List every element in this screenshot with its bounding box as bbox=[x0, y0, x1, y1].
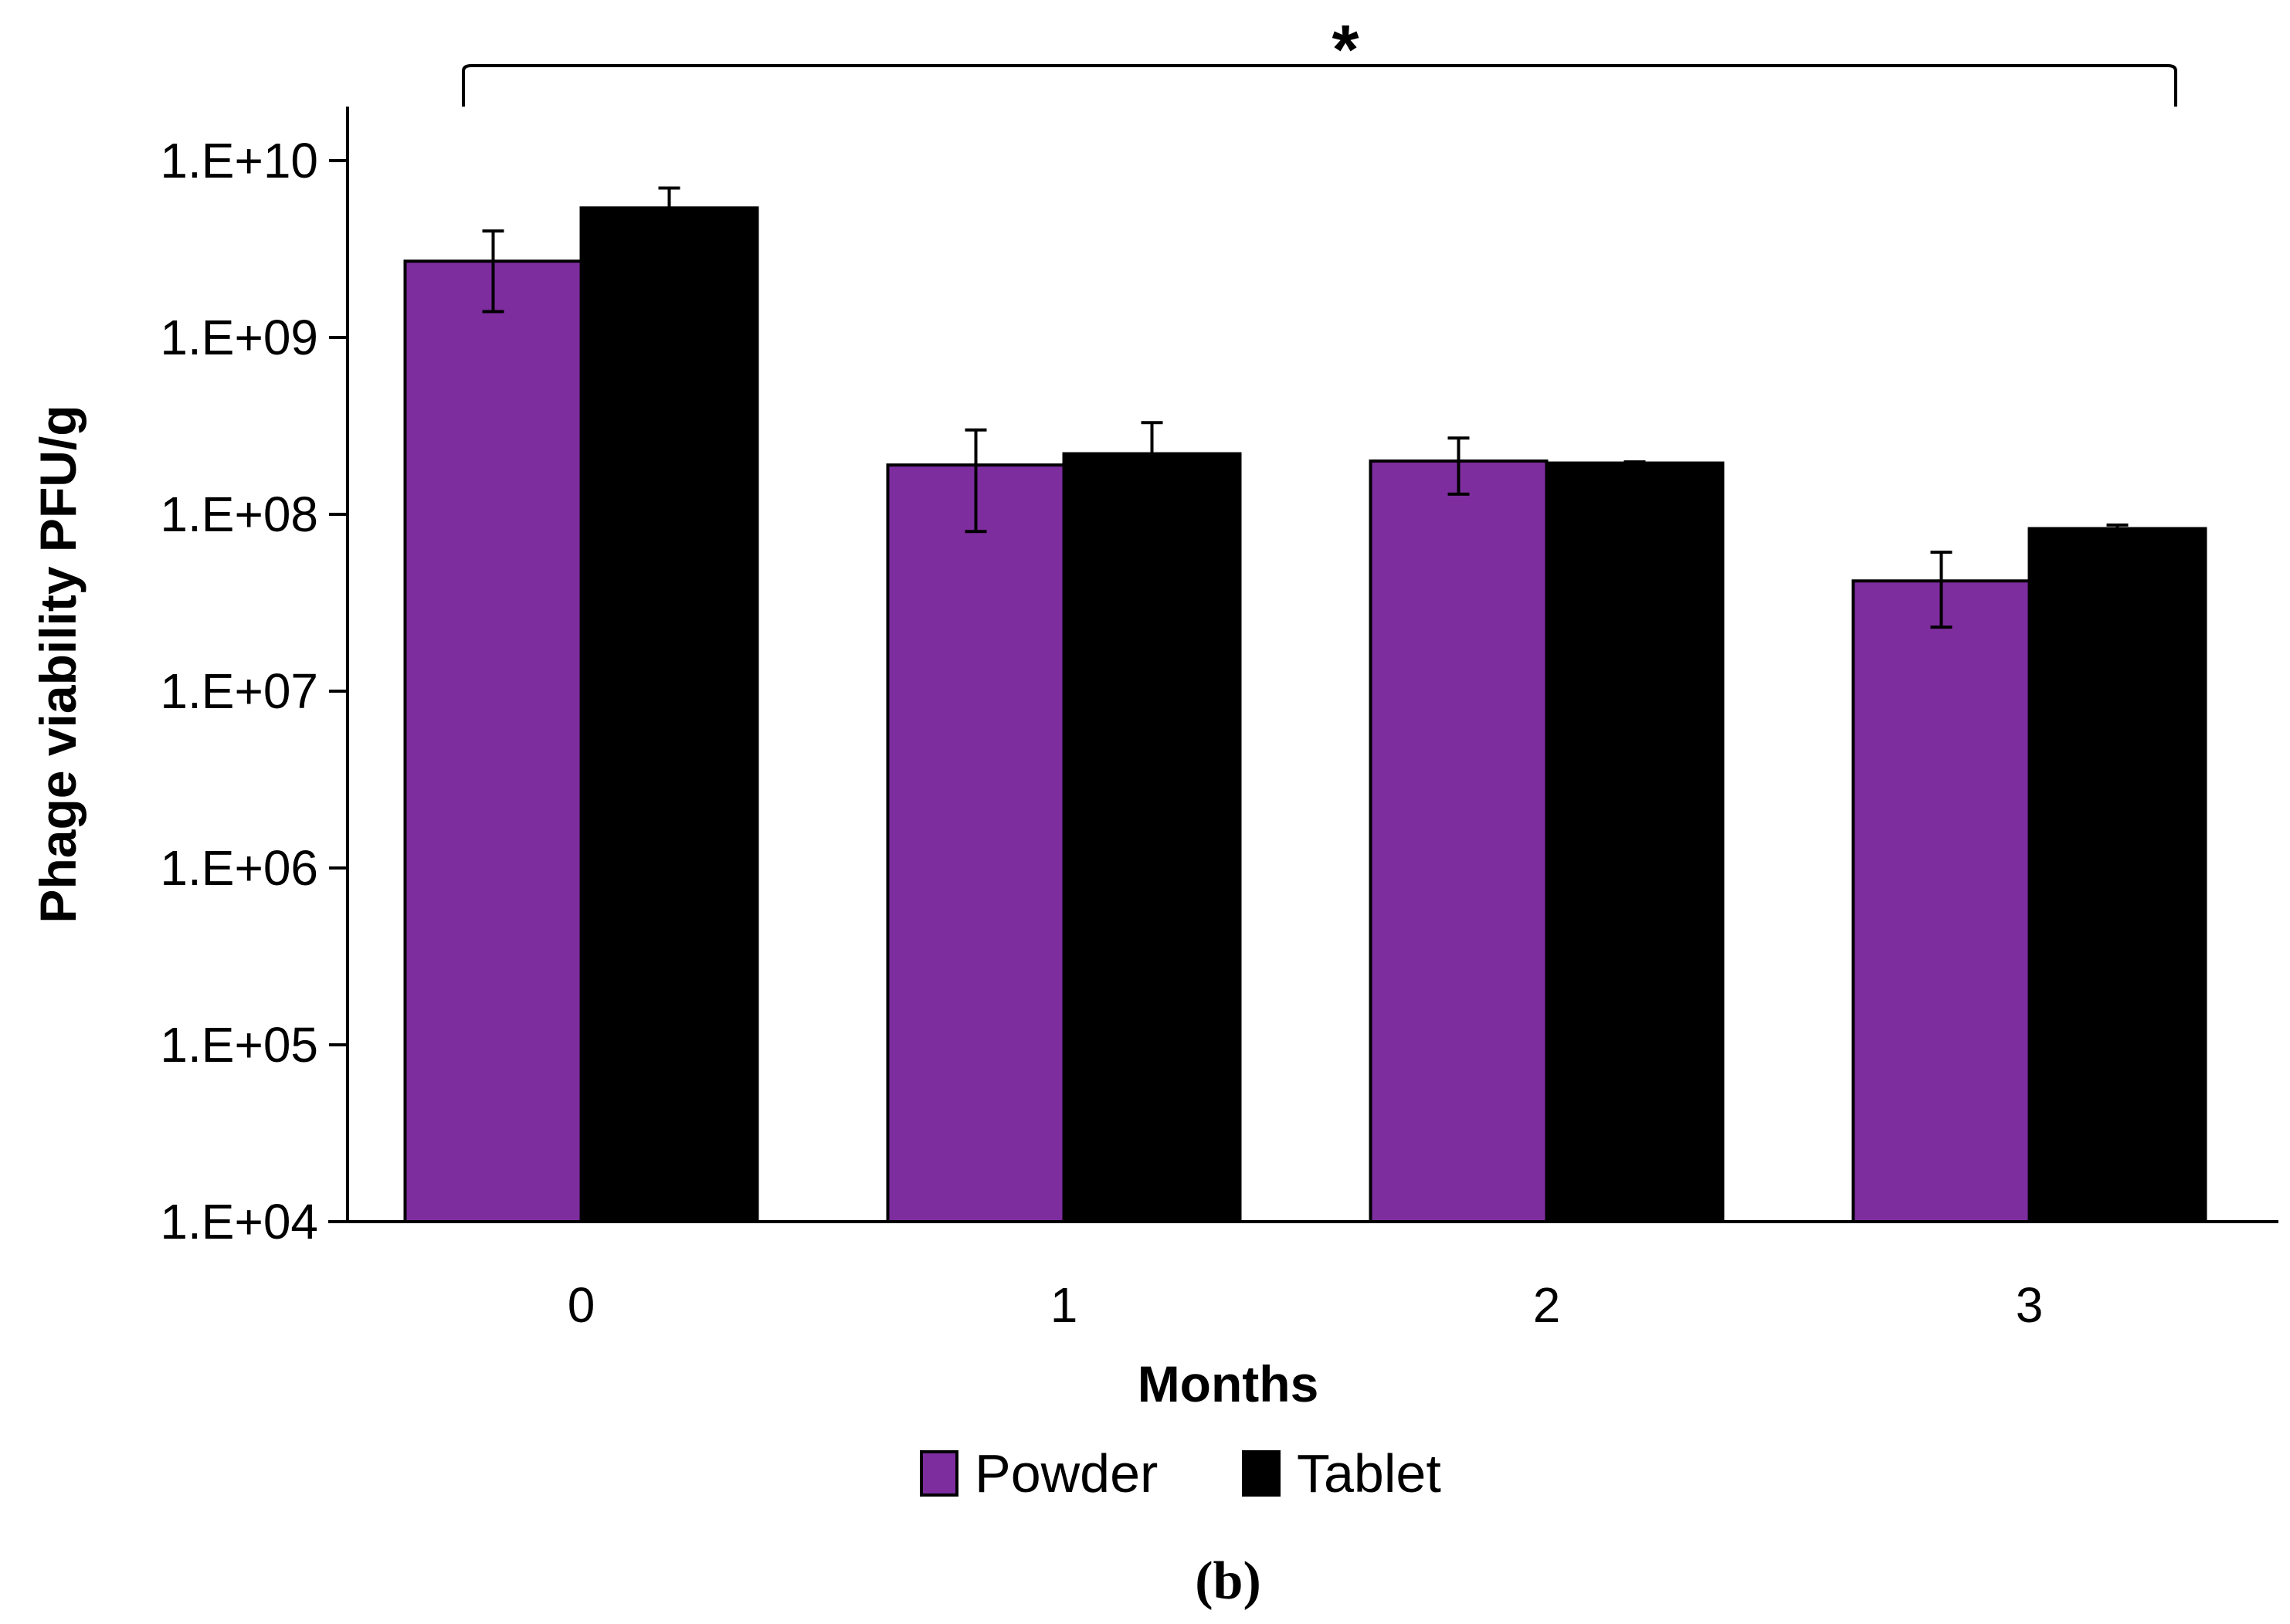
y-axis-title: Phage viability PFU/g bbox=[29, 405, 87, 923]
bar-tablet-month-0 bbox=[579, 206, 759, 1223]
error-bar-tablet-month-2 bbox=[1623, 460, 1646, 466]
bar-powder-month-2 bbox=[1369, 459, 1549, 1223]
legend-label-tablet: Tablet bbox=[1297, 1443, 1441, 1504]
error-bar-tablet-month-1 bbox=[1141, 421, 1163, 509]
x-tick-label: 3 bbox=[2016, 1277, 2044, 1333]
bar-powder-month-0 bbox=[403, 259, 583, 1224]
bar-tablet-month-3 bbox=[2027, 527, 2207, 1223]
error-bars-layer bbox=[482, 186, 2129, 629]
significance-star: * bbox=[1332, 12, 1359, 89]
y-ticks-layer: 1.E+04 1.E+05 1.E+06 1.E+07 1.E+08 1.E+09 1.E+… bbox=[160, 133, 348, 1249]
error-bar-tablet-month-0 bbox=[658, 186, 680, 237]
legend: Powder Tablet bbox=[920, 1443, 1441, 1504]
legend-swatch-tablet bbox=[1242, 1450, 1281, 1497]
y-tick-label: 1.E+04 bbox=[160, 1194, 318, 1249]
x-tick-label: 1 bbox=[1050, 1277, 1078, 1333]
bars-layer bbox=[403, 206, 2207, 1224]
y-tick-label: 1.E+05 bbox=[160, 1017, 318, 1073]
error-bar-powder-month-2 bbox=[1447, 436, 1470, 496]
legend-swatch-powder bbox=[920, 1450, 958, 1497]
x-ticks-layer: 0 1 2 3 bbox=[568, 1277, 2044, 1333]
x-axis-title: Months bbox=[1138, 1355, 1319, 1412]
y-tick-label: 1.E+09 bbox=[160, 310, 318, 365]
bar-powder-month-3 bbox=[1851, 579, 2031, 1223]
y-tick-label: 1.E+10 bbox=[160, 133, 318, 188]
panel-label: (b) bbox=[1195, 1551, 1261, 1611]
bar-tablet-month-2 bbox=[1545, 461, 1725, 1223]
y-tick-label: 1.E+06 bbox=[160, 840, 318, 896]
significance-bracket bbox=[462, 64, 2177, 107]
x-tick-label: 2 bbox=[1533, 1277, 1561, 1333]
bar-powder-month-1 bbox=[886, 463, 1066, 1223]
bar-tablet-month-1 bbox=[1062, 452, 1242, 1223]
y-tick-label: 1.E+08 bbox=[160, 487, 318, 542]
y-tick-label: 1.E+07 bbox=[160, 663, 318, 719]
axes-layer bbox=[328, 107, 2278, 1223]
error-bar-powder-month-1 bbox=[965, 428, 987, 534]
legend-label-powder: Powder bbox=[975, 1443, 1158, 1504]
x-tick-label: 0 bbox=[568, 1277, 595, 1333]
error-bar-powder-month-0 bbox=[482, 229, 504, 314]
error-bar-powder-month-3 bbox=[1930, 551, 1952, 629]
error-bar-tablet-month-3 bbox=[2106, 523, 2129, 534]
